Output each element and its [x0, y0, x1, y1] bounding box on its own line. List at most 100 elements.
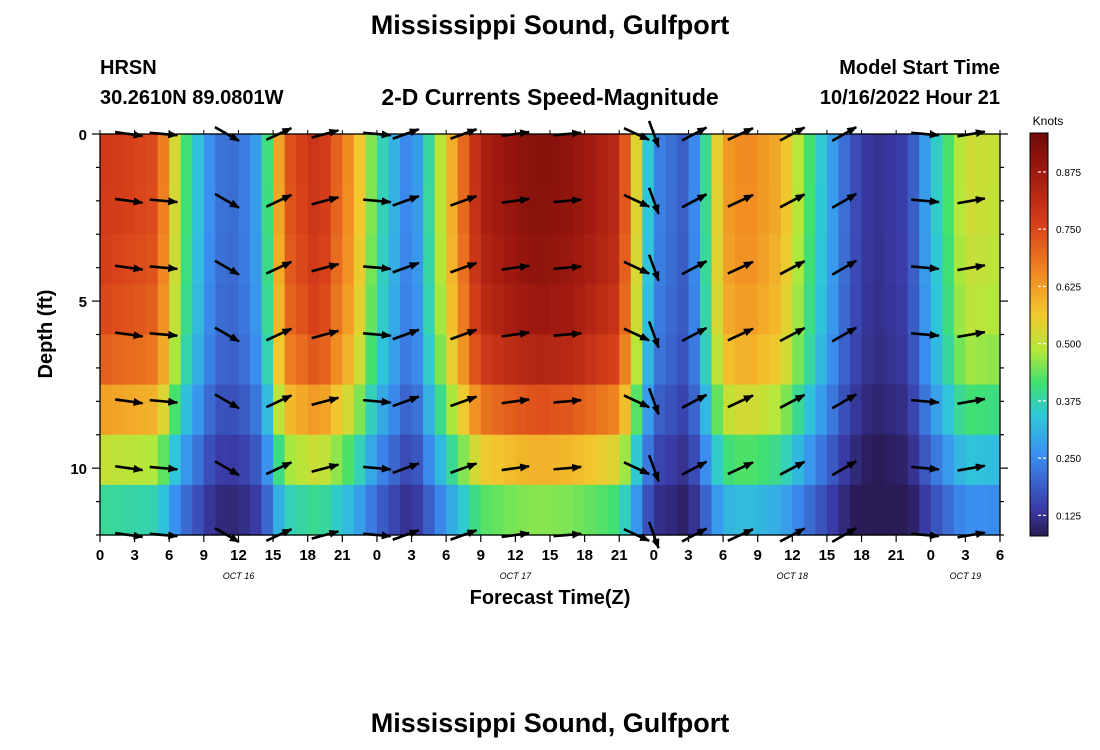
heatmap-cell	[469, 184, 482, 235]
heatmap-cell	[907, 234, 920, 285]
heatmap-cell	[100, 184, 113, 235]
current-vector	[214, 460, 240, 477]
heatmap-cell	[226, 284, 240, 336]
heatmap-cell	[607, 384, 620, 436]
heatmap-cell	[723, 234, 736, 285]
heatmap-cell	[769, 384, 782, 436]
heatmap-cell	[815, 284, 828, 336]
heatmap-cell	[319, 234, 332, 285]
heatmap-cell	[365, 184, 378, 235]
heatmap-cell	[746, 234, 759, 285]
x-tick-label: 15	[819, 547, 836, 564]
heatmap-cell	[330, 134, 343, 185]
heatmap-cell	[457, 134, 470, 185]
heatmap-cell	[642, 134, 655, 185]
heatmap-cell	[238, 434, 251, 486]
x-tick-label: 6	[996, 547, 1004, 564]
heatmap-cell	[723, 434, 736, 486]
heatmap-cell	[596, 134, 609, 185]
current-vector	[727, 394, 754, 409]
heatmap-cell	[319, 384, 332, 436]
heatmap-cell	[226, 484, 240, 536]
heatmap-cell	[365, 234, 378, 285]
heatmap-cell	[203, 434, 216, 486]
heatmap-cell	[400, 434, 413, 486]
heatmap-cell	[296, 184, 309, 235]
heatmap-cell	[803, 434, 816, 486]
heatmap-cell	[411, 384, 424, 436]
heatmap-cell	[919, 434, 932, 486]
heatmap-cell	[469, 134, 482, 185]
heatmap-cell	[388, 234, 401, 285]
heatmap-cell	[976, 434, 990, 486]
heatmap-cell	[226, 234, 240, 285]
current-vector	[779, 326, 806, 343]
heatmap-cell	[457, 334, 470, 386]
current-vector	[501, 463, 531, 472]
heatmap-cell	[169, 184, 182, 235]
heatmap-cell	[342, 184, 355, 235]
x-tick-label: 15	[542, 547, 559, 564]
chart-title-repeat: Mississippi Sound, Gulfport	[370, 708, 730, 738]
heatmap-cell	[400, 134, 413, 185]
heatmap-cell	[792, 234, 805, 285]
heatmap-cell	[653, 234, 666, 285]
heatmap-cell	[976, 484, 990, 536]
heatmap-cell	[388, 434, 401, 486]
heatmap-cell	[250, 184, 263, 235]
heatmap-cell	[515, 434, 528, 486]
current-vector	[363, 330, 392, 339]
heatmap-cell	[342, 284, 355, 336]
heatmap-cell	[573, 484, 586, 536]
heatmap-cell	[376, 284, 390, 336]
current-vector	[623, 461, 650, 476]
heatmap-cell	[469, 434, 482, 486]
heatmap-cell	[111, 234, 124, 285]
heatmap-cell	[688, 434, 701, 486]
heatmap-cell	[261, 184, 274, 235]
heatmap-cell	[711, 434, 724, 486]
current-vector	[149, 197, 179, 206]
heatmap-cell	[907, 284, 920, 336]
heatmap-cell	[757, 484, 770, 536]
heatmap-cell	[815, 384, 828, 436]
heatmap-cell	[307, 484, 320, 536]
heatmap-cell	[157, 434, 170, 486]
heatmap-cell	[769, 284, 782, 336]
heatmap-cell	[965, 134, 978, 185]
heatmap-cell	[515, 284, 528, 336]
heatmap-cell	[365, 284, 378, 336]
heatmap-cell	[180, 484, 193, 536]
heatmap-cell	[561, 134, 574, 185]
heatmap-cell	[215, 234, 228, 285]
heatmap-cell	[400, 484, 413, 536]
heatmap-cell	[676, 484, 690, 536]
heatmap-cell	[746, 134, 759, 185]
heatmap-cell	[861, 134, 874, 185]
heatmap-cell	[457, 284, 470, 336]
y-axis-label: Depth (ft)	[35, 290, 57, 379]
heatmap-cell	[353, 484, 366, 536]
heatmap-cell	[469, 234, 482, 285]
heatmap-cell	[169, 134, 182, 185]
heatmap-cell	[134, 184, 147, 235]
heatmap-cell	[446, 384, 459, 436]
heatmap-cell	[388, 134, 401, 185]
current-vector	[911, 397, 940, 406]
heatmap-cell	[123, 484, 136, 536]
heatmap-cell	[642, 334, 655, 386]
heatmap-cell	[873, 134, 886, 185]
heatmap-cell	[584, 184, 597, 235]
current-vector	[392, 395, 420, 408]
heatmap-cell	[238, 384, 251, 436]
heatmap-cell	[584, 434, 597, 486]
current-vector	[831, 259, 858, 276]
heatmap-cell	[411, 184, 424, 235]
heatmap-cell	[769, 434, 782, 486]
heatmap-cell	[492, 284, 505, 336]
heatmap-cell	[330, 334, 343, 386]
heatmap-cell	[492, 384, 505, 436]
heatmap-cell	[780, 434, 793, 486]
heatmap-cell	[619, 284, 632, 336]
heatmap-cell	[434, 284, 447, 336]
